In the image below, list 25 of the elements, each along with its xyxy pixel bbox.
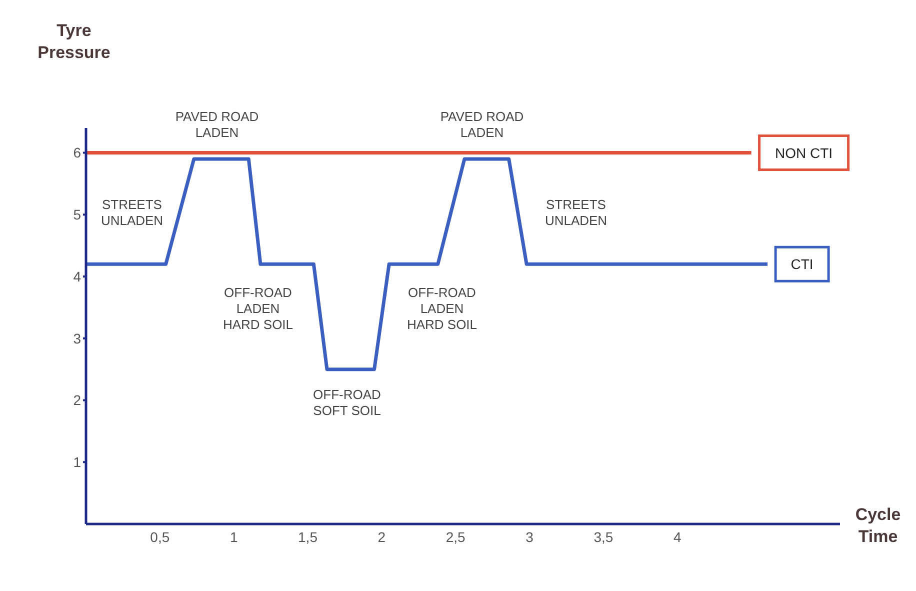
annotation: STREETS UNLADEN (544, 197, 608, 228)
x-tick-label: 1 (230, 528, 238, 545)
y-tick-label: 3 (73, 330, 82, 346)
annotation: PAVED ROAD LADEN (440, 109, 524, 140)
y-tick-label: 6 (73, 144, 82, 161)
annotation: STREETS UNLADEN (100, 197, 164, 228)
series-label: NON CTI (775, 144, 833, 161)
y-tick-label: 2 (73, 392, 82, 408)
x-tick-label: 3 (526, 528, 534, 545)
annotation: PAVED ROAD LADEN (175, 109, 259, 140)
x-tick-label: 2 (378, 528, 386, 545)
x-tick-label: 3,5 (594, 528, 614, 545)
y-tick-label: 4 (73, 268, 82, 284)
annotation: OFF-ROAD LADEN HARD SOIL (222, 285, 294, 332)
y-tick-label: 1 (73, 454, 82, 470)
y-tick-label: 5 (73, 206, 82, 223)
annotation: OFF-ROAD LADEN HARD SOIL (406, 285, 478, 332)
series-label: CTI (790, 256, 814, 272)
x-tick-label: 1,5 (298, 528, 318, 545)
x-tick-label: 2,5 (446, 528, 466, 545)
annotation: OFF-ROAD SOFT SOIL (313, 387, 381, 418)
y-axis-title: Tyre Pressure (38, 21, 110, 62)
x-axis-title: Cycle Time (855, 505, 901, 546)
x-tick-label: 0,5 (150, 528, 170, 545)
x-tick-label: 4 (673, 528, 682, 545)
